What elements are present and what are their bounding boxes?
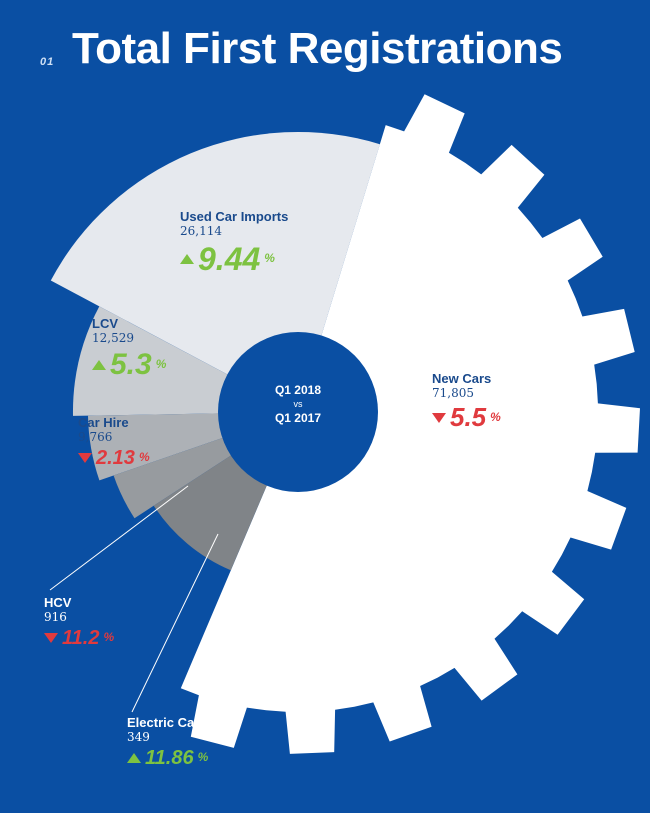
center-label: Q1 2018 vs Q1 2017 — [238, 382, 358, 427]
percent-sign: % — [264, 251, 275, 266]
label-new-cars: New Cars 71,805 5.5% — [432, 371, 501, 433]
series-value: 26,114 — [180, 223, 222, 238]
label-electric-car: Electric Car 349 11.86% — [127, 715, 208, 770]
series-change: 11.86% — [127, 747, 208, 770]
series-name: New Cars — [432, 371, 492, 386]
series-value: 916 — [44, 609, 67, 624]
arrow-down-icon — [432, 412, 446, 423]
change-number: 2.13 — [96, 446, 135, 469]
series-name: LCV — [92, 316, 118, 331]
arrow-up-icon — [127, 753, 141, 764]
change-number: 5.3 — [110, 347, 152, 381]
series-change: 5.3% — [92, 348, 166, 383]
leader-line-electric-car — [131, 533, 219, 713]
series-value: 12,529 — [92, 330, 134, 345]
series-change: 9.44% — [180, 241, 288, 278]
center-hub — [218, 332, 378, 492]
percent-sign: % — [103, 630, 115, 645]
label-car-hire: Car Hire 9,766 2.13% — [78, 415, 150, 470]
series-name: HCV — [44, 595, 72, 610]
series-change: 5.5% — [432, 401, 501, 433]
series-change: 2.13% — [78, 447, 150, 470]
leader-lines — [49, 485, 219, 713]
percent-sign: % — [155, 357, 167, 372]
series-value: 9,766 — [78, 429, 113, 444]
title-number: 01 — [40, 56, 55, 68]
page-title: Total First Registrations — [72, 24, 563, 73]
label-used-car-imports: Used Car Imports 26,114 9.44% — [180, 209, 289, 278]
label-lcv: LCV 12,529 5.3% — [92, 316, 166, 383]
arrow-up-icon — [92, 359, 106, 370]
series-name: Car Hire — [78, 415, 129, 430]
series-name: Electric Car — [127, 715, 200, 730]
leader-line-hcv — [49, 485, 189, 591]
label-hcv: HCV 916 11.2% — [44, 595, 114, 650]
series-change: 11.2% — [44, 627, 114, 650]
change-number: 5.5 — [450, 401, 487, 432]
percent-sign: % — [197, 750, 209, 765]
percent-sign: % — [490, 409, 501, 424]
arrow-down-icon — [44, 633, 58, 644]
series-value: 349 — [127, 729, 150, 744]
center-line-1: Q1 2018 — [274, 383, 322, 397]
arrow-down-icon — [78, 453, 92, 464]
change-number: 9.44 — [198, 240, 261, 277]
change-number: 11.86 — [145, 746, 194, 769]
series-value: 71,805 — [432, 385, 474, 400]
arrow-up-icon — [180, 254, 194, 265]
series-name: Used Car Imports — [180, 209, 289, 224]
center-line-2: Q1 2017 — [274, 411, 322, 426]
change-number: 11.2 — [62, 626, 100, 649]
slice-new-cars — [180, 94, 641, 754]
center-vs: vs — [293, 399, 303, 410]
percent-sign: % — [138, 450, 150, 465]
